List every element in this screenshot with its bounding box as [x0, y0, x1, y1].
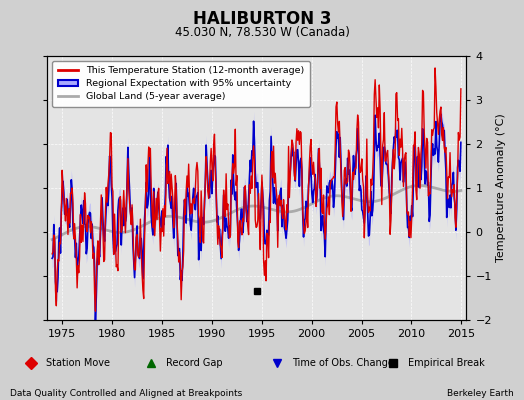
Text: 45.030 N, 78.530 W (Canada): 45.030 N, 78.530 W (Canada) — [174, 26, 350, 39]
Text: Station Move: Station Move — [46, 358, 110, 368]
Text: Empirical Break: Empirical Break — [408, 358, 485, 368]
Text: Time of Obs. Change: Time of Obs. Change — [292, 358, 394, 368]
Legend: This Temperature Station (12-month average), Regional Expectation with 95% uncer: This Temperature Station (12-month avera… — [52, 61, 310, 107]
Text: Data Quality Controlled and Aligned at Breakpoints: Data Quality Controlled and Aligned at B… — [10, 389, 243, 398]
Text: HALIBURTON 3: HALIBURTON 3 — [193, 10, 331, 28]
Y-axis label: Temperature Anomaly (°C): Temperature Anomaly (°C) — [496, 114, 506, 262]
Text: Record Gap: Record Gap — [167, 358, 223, 368]
Text: Berkeley Earth: Berkeley Earth — [447, 389, 514, 398]
